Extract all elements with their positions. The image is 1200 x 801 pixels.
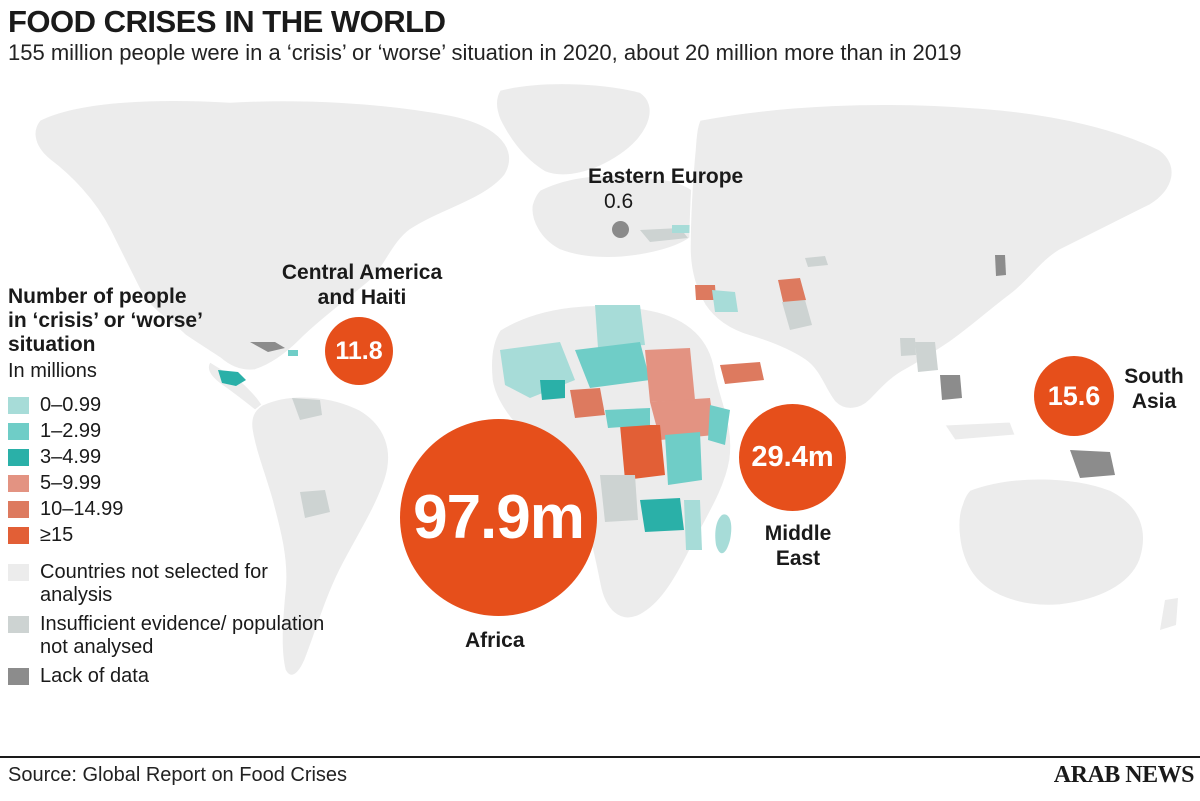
yemen <box>720 362 764 384</box>
legend-swatch <box>8 448 29 466</box>
kyrgyzstan <box>805 256 828 267</box>
eastern-europe-marker <box>612 221 629 238</box>
legend-swatch <box>8 500 29 518</box>
kenya-tanzania <box>665 432 702 485</box>
legend-swatch <box>8 474 29 492</box>
legend-notes: Countries not selected for analysis Insu… <box>8 561 328 688</box>
libya-algeria <box>595 305 645 348</box>
legend-label: ≥15 <box>40 524 74 546</box>
pakistan <box>782 300 812 330</box>
world-map-svg <box>34 82 1178 677</box>
laos-cambodia <box>940 375 962 400</box>
north-america-landmass <box>34 99 511 372</box>
legend-item: 5–9.99 <box>8 471 328 495</box>
source-note: Source: Global Report on Food Crises <box>8 764 348 786</box>
legend-note: Countries not selected for analysis <box>8 561 328 607</box>
haiti <box>288 350 298 356</box>
legend-note-label: Insufficient evidence/ population not an… <box>40 613 325 658</box>
eastern-europe-label: Eastern Europe <box>588 165 744 188</box>
iraq <box>712 290 738 312</box>
south-america-landmass <box>250 396 390 677</box>
africa-label: Africa <box>465 629 525 652</box>
brand-logo: ARAB NEWS <box>1053 762 1195 788</box>
somalia <box>708 405 730 445</box>
nigeria <box>570 388 605 418</box>
venezuela <box>292 398 322 420</box>
africa-bubble: 97.9m <box>400 419 597 616</box>
page-subtitle: 155 million people were in a ‘crisis’ or… <box>8 40 962 65</box>
central-america-bubble: 11.8 <box>325 317 393 385</box>
legend-swatch <box>8 526 29 544</box>
eastern-europe-value: 0.6 <box>604 190 634 213</box>
legend-item: 0–0.99 <box>8 393 328 417</box>
drc <box>620 425 665 480</box>
legend-label: 10–14.99 <box>40 498 124 520</box>
middle-east-bubble: 29.4m <box>739 404 846 511</box>
angola <box>600 475 638 522</box>
myanmar <box>915 342 938 372</box>
central-african-rep <box>605 408 650 428</box>
world-map: Eastern Europe 0.6 Central America and H… <box>0 80 1200 752</box>
legend-bins: 0–0.99 1–2.99 3–4.99 5–9.99 10–14.99 ≥15 <box>8 393 328 547</box>
legend-heading: Number of people in ‘crisis’ or ‘worse’ … <box>8 285 202 356</box>
middle-east-label: Middle East <box>764 522 832 570</box>
legend-note: Lack of data <box>8 665 328 688</box>
map-legend: Number of people in ‘crisis’ or ‘worse’ … <box>8 285 328 694</box>
sudan <box>645 348 695 402</box>
legend-note-label: Lack of data <box>40 665 149 687</box>
legend-note: Insufficient evidence/ population not an… <box>8 613 328 659</box>
afghanistan <box>778 278 806 306</box>
south-asia-bubble: 15.6 <box>1034 356 1114 436</box>
legend-label: 1–2.99 <box>40 420 102 442</box>
legend-label: 3–4.99 <box>40 446 102 468</box>
australia-landmass <box>957 478 1145 607</box>
central-america-label: Central America and Haiti <box>281 261 443 309</box>
legend-label: 0–0.99 <box>40 394 102 416</box>
bolivia <box>300 490 330 518</box>
legend-swatch <box>8 668 29 685</box>
legend-swatch <box>8 422 29 440</box>
greenland-landmass <box>495 82 651 176</box>
legend-swatch <box>8 564 29 581</box>
indonesia-islands <box>944 421 1016 441</box>
zambia-zimbabwe <box>640 498 684 532</box>
madagascar <box>715 514 732 554</box>
legend-item: 1–2.99 <box>8 419 328 443</box>
caribbean-islands <box>250 342 285 352</box>
legend-item: 10–14.99 <box>8 497 328 521</box>
legend-swatch <box>8 616 29 633</box>
legend-label: 5–9.99 <box>40 472 102 494</box>
papua-new-guinea <box>1070 450 1115 478</box>
new-zealand <box>1160 598 1178 630</box>
bangladesh <box>900 338 916 356</box>
legend-item: ≥15 <box>8 523 328 547</box>
burkina-faso <box>540 380 565 400</box>
north-korea <box>995 255 1006 276</box>
niger-chad <box>575 342 650 388</box>
ukraine-east <box>672 225 690 233</box>
page-title: FOOD CRISES IN THE WORLD <box>8 4 446 39</box>
legend-swatch <box>8 396 29 414</box>
mozambique <box>684 500 702 550</box>
syria <box>695 285 716 300</box>
footer-divider <box>0 756 1200 758</box>
south-sudan-ethiopia <box>650 398 715 440</box>
legend-item: 3–4.99 <box>8 445 328 469</box>
legend-unit: In millions <box>8 360 97 382</box>
south-asia-label: South Asia <box>1124 365 1184 413</box>
legend-note-label: Countries not selected for analysis <box>40 561 268 606</box>
central-america-crisis-countries <box>218 370 246 386</box>
